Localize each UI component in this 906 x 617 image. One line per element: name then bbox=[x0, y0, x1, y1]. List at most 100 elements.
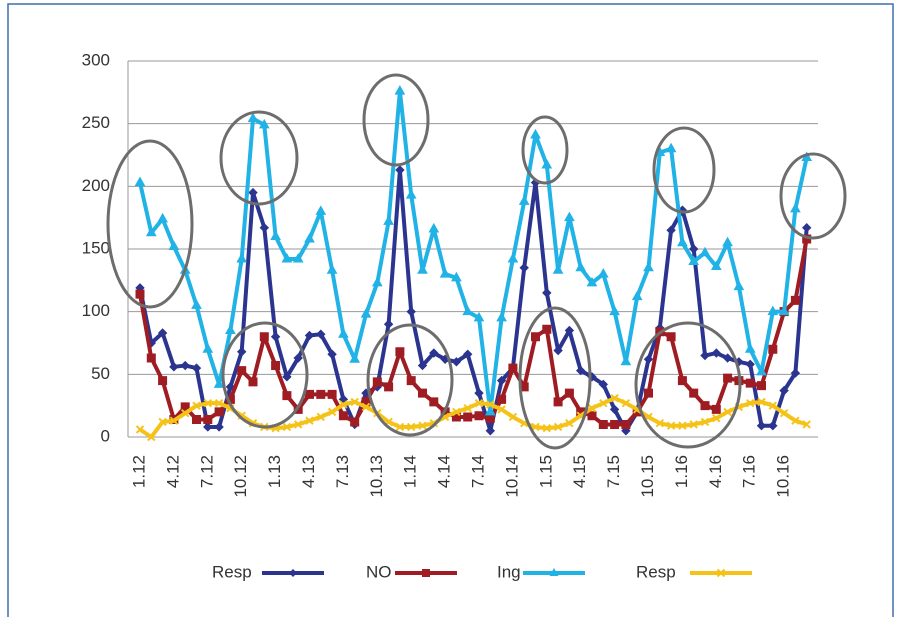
data-point bbox=[292, 253, 304, 263]
data-point bbox=[180, 360, 190, 371]
data-point bbox=[429, 348, 439, 358]
data-point bbox=[496, 311, 507, 322]
data-point bbox=[689, 388, 699, 398]
data-point bbox=[371, 276, 383, 287]
data-point bbox=[157, 212, 168, 223]
data-point bbox=[745, 398, 755, 408]
x-tick-label: 4.16 bbox=[706, 455, 725, 488]
data-point bbox=[779, 408, 789, 418]
data-point bbox=[293, 420, 303, 429]
data-point bbox=[383, 215, 394, 225]
data-point bbox=[158, 376, 168, 386]
data-point bbox=[418, 388, 427, 398]
data-point bbox=[621, 398, 631, 408]
data-point bbox=[575, 261, 587, 272]
data-point bbox=[678, 421, 687, 430]
data-point bbox=[428, 222, 440, 233]
data-point bbox=[259, 222, 270, 233]
data-point bbox=[597, 268, 609, 278]
x-tick-label: 10.16 bbox=[774, 455, 793, 498]
series-line bbox=[138, 168, 809, 433]
data-point bbox=[474, 398, 484, 408]
data-point bbox=[599, 398, 608, 408]
data-point bbox=[384, 382, 394, 392]
data-point bbox=[666, 332, 676, 342]
x-tick-label: 10.14 bbox=[502, 455, 521, 498]
data-point bbox=[790, 368, 801, 378]
legend-marker bbox=[549, 568, 559, 576]
x-tick-label: 1.13 bbox=[265, 455, 284, 488]
data-point bbox=[270, 332, 281, 342]
data-point bbox=[564, 325, 575, 336]
data-point bbox=[688, 244, 699, 254]
data-point bbox=[677, 236, 688, 247]
legend: Resp NO Ing Resp bbox=[212, 562, 752, 581]
data-point bbox=[236, 347, 247, 357]
data-point bbox=[282, 422, 292, 432]
x-tick-label: 10.15 bbox=[638, 455, 657, 498]
y-tick-label: 0 bbox=[101, 426, 110, 445]
data-point bbox=[474, 388, 484, 398]
frame bbox=[7, 3, 894, 617]
data-point bbox=[508, 363, 518, 373]
data-point bbox=[779, 385, 789, 396]
data-point bbox=[315, 205, 327, 215]
data-point bbox=[135, 425, 145, 434]
data-point bbox=[281, 253, 293, 263]
data-point bbox=[158, 417, 167, 427]
data-point bbox=[485, 426, 496, 436]
data-point bbox=[531, 332, 540, 342]
data-point bbox=[768, 344, 778, 354]
legend-label: NO bbox=[366, 562, 392, 581]
data-point bbox=[712, 413, 721, 423]
data-point bbox=[406, 376, 416, 386]
data-point bbox=[666, 225, 676, 235]
data-point bbox=[236, 253, 248, 263]
highlight-ellipse bbox=[779, 152, 847, 240]
x-tick-label: 7.16 bbox=[740, 455, 759, 488]
highlight-ellipse bbox=[106, 139, 194, 309]
data-point bbox=[486, 400, 495, 409]
highlight-ellipse bbox=[221, 321, 309, 429]
data-point bbox=[700, 417, 710, 427]
data-point bbox=[282, 372, 292, 382]
highlight-ellipse bbox=[362, 73, 430, 167]
data-point bbox=[417, 360, 428, 371]
data-point bbox=[643, 261, 654, 272]
x-tick-label: 7.14 bbox=[468, 455, 487, 488]
data-point bbox=[542, 324, 552, 334]
x-tick-label: 1.15 bbox=[536, 455, 555, 488]
data-point bbox=[767, 305, 779, 316]
data-point bbox=[723, 407, 732, 417]
data-point bbox=[237, 366, 247, 376]
data-point bbox=[452, 407, 461, 417]
data-point bbox=[383, 319, 394, 329]
data-point bbox=[258, 118, 270, 129]
data-point bbox=[531, 422, 540, 432]
data-point bbox=[203, 422, 213, 432]
x-tick-label: 1.12 bbox=[129, 455, 148, 488]
data-point bbox=[305, 389, 314, 399]
data-point bbox=[655, 419, 665, 428]
data-point bbox=[270, 230, 281, 240]
x-tick-label: 4.15 bbox=[570, 455, 589, 488]
legend-marker bbox=[422, 569, 430, 577]
data-point bbox=[316, 412, 326, 422]
data-point bbox=[768, 421, 778, 431]
data-point bbox=[349, 353, 361, 363]
data-point bbox=[666, 421, 676, 430]
data-point bbox=[790, 295, 800, 305]
data-point bbox=[610, 393, 619, 403]
series bbox=[135, 165, 812, 436]
data-point bbox=[213, 378, 225, 388]
data-point bbox=[247, 112, 259, 123]
x-tick-label: 7.12 bbox=[197, 455, 216, 488]
data-point bbox=[134, 176, 146, 187]
data-point bbox=[643, 354, 654, 365]
data-point bbox=[699, 246, 711, 257]
data-point bbox=[677, 376, 687, 386]
y-tick-label: 50 bbox=[91, 364, 110, 383]
data-point bbox=[316, 329, 326, 339]
y-tick-label: 300 bbox=[82, 50, 110, 69]
